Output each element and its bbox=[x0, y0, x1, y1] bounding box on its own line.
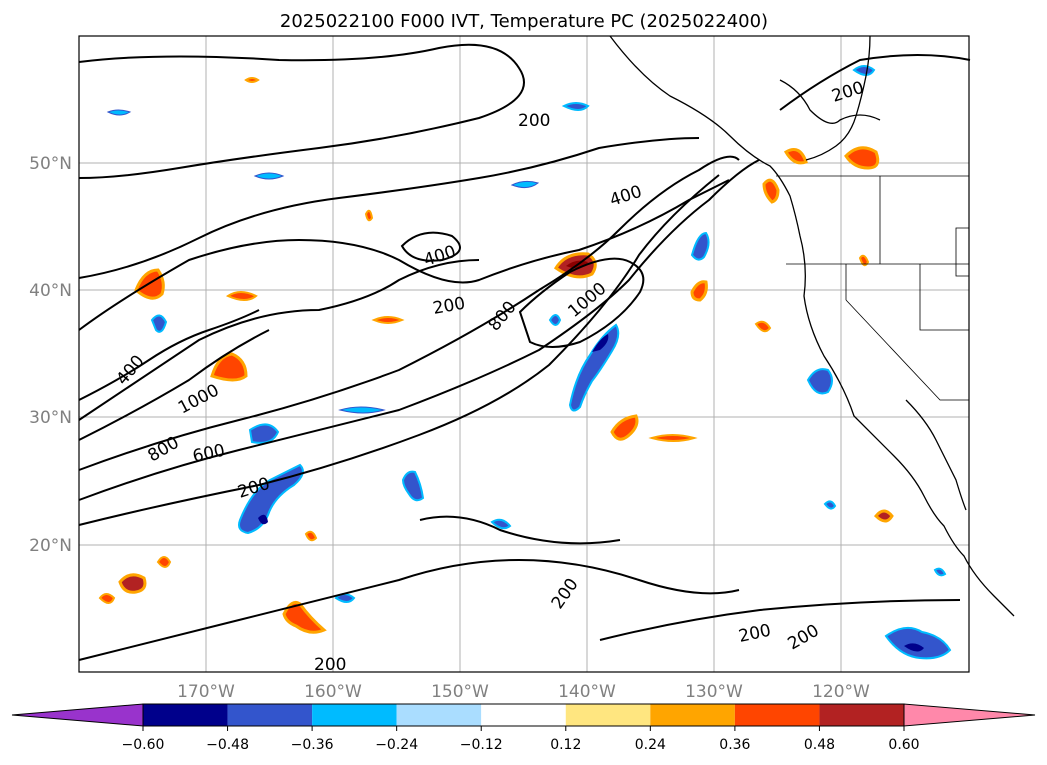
map-frame bbox=[78, 35, 970, 673]
ivt-contours bbox=[78, 43, 971, 661]
lon-label-120w: 120°W bbox=[812, 682, 870, 702]
colorbar bbox=[11, 703, 1036, 727]
temperature-pc-positive bbox=[98, 77, 894, 634]
colorbar-segment bbox=[650, 704, 735, 726]
colorbar-segment bbox=[565, 704, 651, 726]
lat-label-50n: 50°N bbox=[29, 154, 72, 174]
colorbar-tick-label: −0.24 bbox=[375, 737, 418, 753]
colorbar-segment bbox=[481, 704, 566, 726]
longitude-labels: 170°W 160°W 150°W 140°W 130°W 120°W bbox=[177, 682, 870, 702]
lon-label-170w: 170°W bbox=[177, 682, 235, 702]
colorbar-ticks: −0.60 −0.48 −0.36 −0.24 −0.12 0.12 0.24 0.36 0.4… bbox=[122, 726, 920, 753]
colorbar-extend-max bbox=[903, 703, 1036, 727]
temperature-pc-fill bbox=[106, 65, 952, 660]
colorbar-segment bbox=[734, 704, 820, 726]
latitude-labels: 50°N 40°N 30°N 20°N bbox=[29, 154, 72, 556]
colorbar-tick-label: −0.60 bbox=[122, 737, 165, 753]
colorbar-tick-label: 0.24 bbox=[635, 737, 666, 753]
lat-label-20n: 20°N bbox=[29, 536, 72, 556]
contour-label: 200 bbox=[314, 655, 346, 675]
colorbar-tick-label: 0.48 bbox=[804, 737, 835, 753]
lon-label-130w: 130°W bbox=[685, 682, 743, 702]
colorbar-tick-label: 0.60 bbox=[888, 737, 919, 753]
colorbar-segment bbox=[143, 704, 228, 726]
lat-label-30n: 30°N bbox=[29, 408, 72, 428]
contour-label: 200 bbox=[518, 111, 550, 131]
colorbar-extend-min bbox=[11, 703, 144, 727]
coastlines bbox=[609, 35, 1015, 617]
lon-label-160w: 160°W bbox=[304, 682, 362, 702]
map-title: 2025022100 F000 IVT, Temperature PC (202… bbox=[280, 11, 768, 32]
colorbar-tick-label: −0.12 bbox=[460, 737, 503, 753]
colorbar-tick-label: 0.12 bbox=[550, 737, 581, 753]
colorbar-tick-label: 0.36 bbox=[719, 737, 750, 753]
lon-label-150w: 150°W bbox=[431, 682, 489, 702]
colorbar-outline bbox=[142, 703, 905, 727]
lon-label-140w: 140°W bbox=[558, 682, 616, 702]
colorbar-tick-label: −0.36 bbox=[291, 737, 334, 753]
colorbar-segment bbox=[227, 704, 313, 726]
colorbar-tick-label: −0.48 bbox=[206, 737, 249, 753]
lat-label-40n: 40°N bbox=[29, 281, 72, 301]
colorbar-segment bbox=[312, 704, 397, 726]
colorbar-segment bbox=[819, 704, 904, 726]
map-background bbox=[79, 36, 969, 672]
colorbar-segment bbox=[396, 704, 482, 726]
